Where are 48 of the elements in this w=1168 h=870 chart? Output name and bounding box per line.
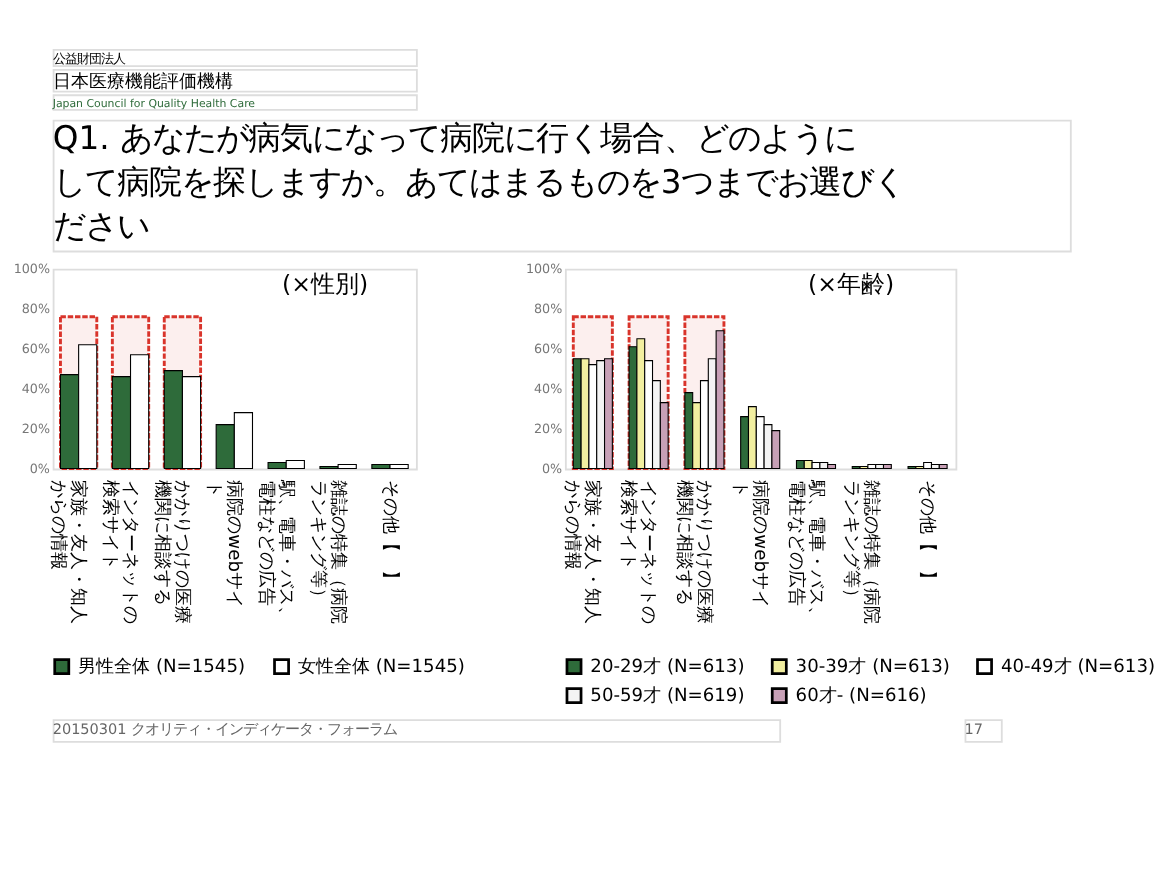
x-tick-label: 病院のwebサイト xyxy=(202,480,245,608)
legend-label: 20-29才 (N=613) xyxy=(590,656,745,679)
bar xyxy=(882,464,892,470)
bar xyxy=(596,360,606,470)
bar xyxy=(867,464,877,470)
text: Q1. あなたが病気になって病院に行く場合、どのようにして病院を探しますか。あてはまるものを3つまでお選びください xyxy=(52,118,906,246)
bar xyxy=(795,460,805,470)
x-tick-label: 駅、電車・バス、電柱などの広告 xyxy=(784,478,827,625)
legend-label: 40-49才 (N=613) xyxy=(1000,656,1156,679)
bar xyxy=(923,462,933,470)
legend-label: 60才- (N=616) xyxy=(795,685,927,708)
x-tick-label: かかりつけの医療機関に相談する xyxy=(672,480,715,625)
text: 17 xyxy=(964,719,984,738)
x-tick-label: かかりつけの医療機関に相談する xyxy=(151,480,193,625)
x-tick-label: 家族・友人・知人からの情報 xyxy=(561,480,604,625)
x-tick-label: 病院のwebサイト xyxy=(728,480,771,608)
bar xyxy=(715,330,725,470)
bar xyxy=(636,338,646,470)
bar xyxy=(628,346,638,470)
bar xyxy=(875,464,885,470)
bar xyxy=(771,430,781,470)
x-tick-label: 駅、電車・バス、電柱などの広告 xyxy=(254,478,297,625)
legend-label: 女性全体 (N=1545) xyxy=(297,656,465,679)
bar xyxy=(603,358,613,470)
bar xyxy=(747,406,757,470)
bar xyxy=(938,464,948,470)
x-tick-label: インターネットの検索サイト xyxy=(99,480,140,625)
bar xyxy=(827,464,837,470)
text: 日本医療機能評価機構 xyxy=(52,71,233,94)
chart-title: (×年齢) xyxy=(807,270,895,299)
x-tick-label: その他【 】 xyxy=(916,480,939,589)
bar xyxy=(684,392,694,470)
legend-label: 男性全体 (N=1545) xyxy=(78,656,246,679)
text: 20150301 クオリティ・インディケータ・フォーラム xyxy=(52,719,398,738)
x-tick-label: その他【 】 xyxy=(378,480,401,589)
x-tick-label: 雑誌の特集（病院ランキング等） xyxy=(306,480,349,625)
chart-title: (×性別) xyxy=(282,270,369,299)
bar xyxy=(819,462,829,470)
x-tick-label: 家族・友人・知人からの情報 xyxy=(47,480,90,625)
bar xyxy=(580,358,590,470)
x-tick-label: 雑誌の特集（病院ランキング等） xyxy=(840,480,883,625)
bar xyxy=(763,424,773,470)
bar xyxy=(930,464,940,470)
legend-label: 50-59才 (N=619) xyxy=(590,685,745,708)
legend-label: 30-39才 (N=613) xyxy=(795,656,950,679)
bar xyxy=(588,364,598,470)
x-tick-label: インターネットの検索サイト xyxy=(617,480,658,625)
bar xyxy=(811,462,821,470)
